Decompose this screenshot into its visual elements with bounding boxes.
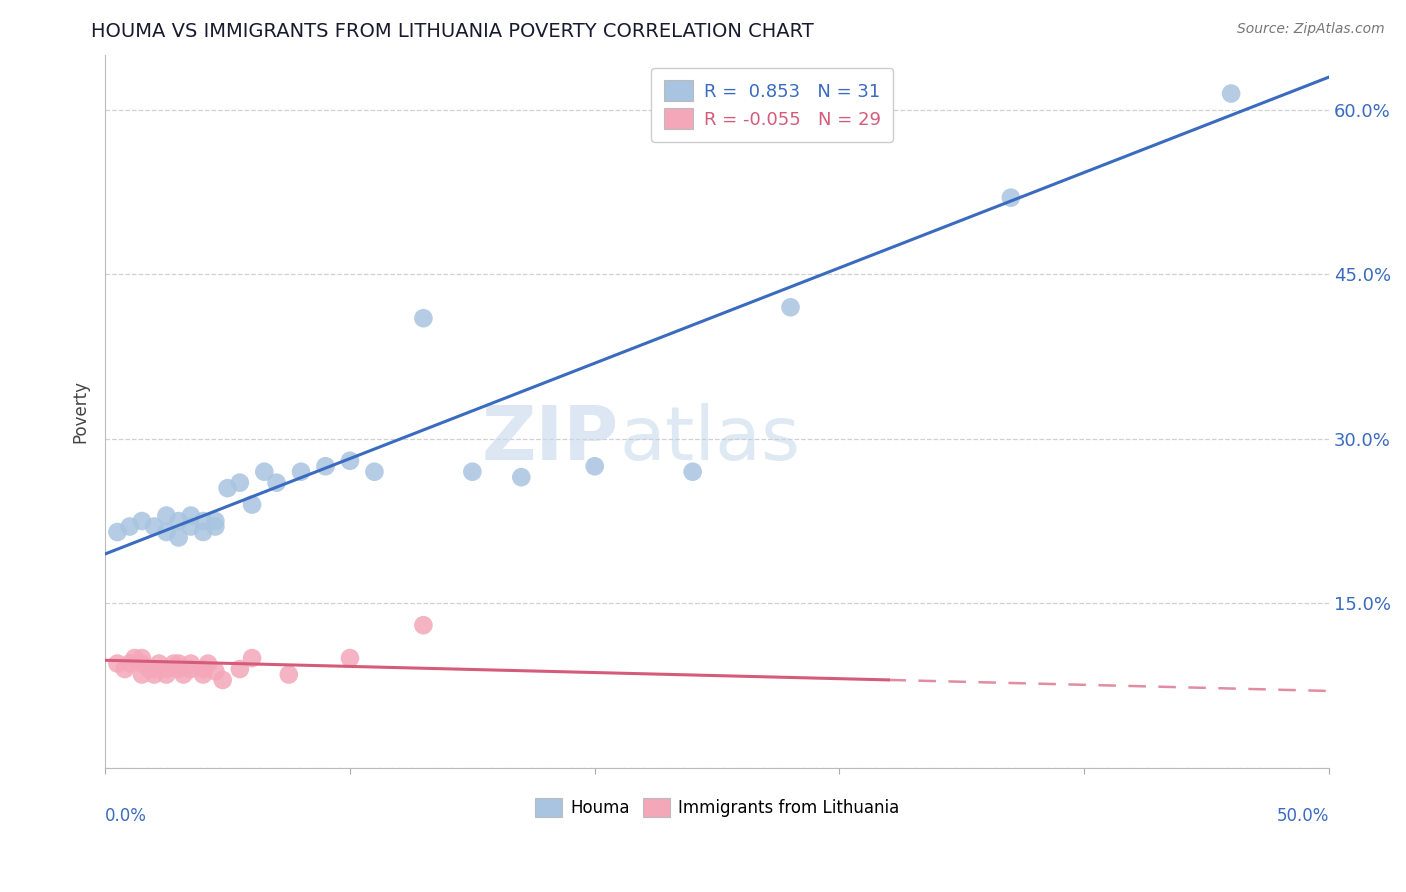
Point bbox=[167, 662, 190, 676]
Point bbox=[107, 524, 129, 539]
Point bbox=[211, 673, 233, 687]
Text: HOUMA VS IMMIGRANTS FROM LITHUANIA POVERTY CORRELATION CHART: HOUMA VS IMMIGRANTS FROM LITHUANIA POVER… bbox=[91, 22, 814, 41]
Text: 0.0%: 0.0% bbox=[105, 807, 148, 825]
Point bbox=[114, 662, 136, 676]
Point bbox=[510, 470, 533, 484]
Point bbox=[131, 667, 153, 681]
Point bbox=[217, 481, 239, 495]
Point bbox=[191, 667, 214, 681]
Point bbox=[197, 657, 219, 671]
Point bbox=[107, 657, 129, 671]
Point bbox=[143, 519, 166, 533]
Point bbox=[1220, 87, 1243, 101]
Point bbox=[180, 657, 202, 671]
Point bbox=[204, 665, 226, 679]
Point bbox=[173, 667, 195, 681]
Point bbox=[229, 475, 252, 490]
Point bbox=[191, 524, 214, 539]
Point bbox=[180, 508, 202, 523]
Point bbox=[131, 657, 153, 671]
Legend: Houma, Immigrants from Lithuania: Houma, Immigrants from Lithuania bbox=[529, 791, 905, 823]
Point bbox=[412, 311, 434, 326]
Point bbox=[180, 662, 202, 676]
Point bbox=[339, 651, 361, 665]
Point bbox=[155, 508, 177, 523]
Point bbox=[155, 662, 177, 676]
Point bbox=[191, 514, 214, 528]
Point bbox=[143, 667, 166, 681]
Point bbox=[155, 667, 177, 681]
Point bbox=[583, 459, 606, 474]
Point bbox=[266, 475, 288, 490]
Point bbox=[363, 465, 385, 479]
Point bbox=[412, 618, 434, 632]
Point bbox=[204, 519, 226, 533]
Point bbox=[779, 300, 801, 314]
Point bbox=[277, 667, 299, 681]
Point bbox=[155, 524, 177, 539]
Text: ZIP: ZIP bbox=[482, 403, 619, 476]
Point bbox=[143, 662, 166, 676]
Point bbox=[240, 498, 263, 512]
Point bbox=[1000, 191, 1022, 205]
Point bbox=[167, 657, 190, 671]
Point bbox=[461, 465, 484, 479]
Point bbox=[191, 662, 214, 676]
Text: atlas: atlas bbox=[619, 403, 800, 476]
Point bbox=[124, 651, 146, 665]
Point bbox=[290, 465, 312, 479]
Point bbox=[163, 657, 186, 671]
Point bbox=[167, 531, 190, 545]
Point bbox=[167, 514, 190, 528]
Point bbox=[148, 657, 170, 671]
Text: 50.0%: 50.0% bbox=[1277, 807, 1329, 825]
Point bbox=[131, 514, 153, 528]
Point bbox=[180, 519, 202, 533]
Point bbox=[253, 465, 276, 479]
Point bbox=[118, 519, 141, 533]
Point bbox=[118, 657, 141, 671]
Point bbox=[682, 465, 704, 479]
Point bbox=[138, 662, 160, 676]
Point bbox=[204, 514, 226, 528]
Text: Source: ZipAtlas.com: Source: ZipAtlas.com bbox=[1237, 22, 1385, 37]
Point bbox=[339, 454, 361, 468]
Point bbox=[131, 651, 153, 665]
Point bbox=[229, 662, 252, 676]
Point bbox=[315, 459, 337, 474]
Y-axis label: Poverty: Poverty bbox=[72, 380, 89, 443]
Point bbox=[240, 651, 263, 665]
